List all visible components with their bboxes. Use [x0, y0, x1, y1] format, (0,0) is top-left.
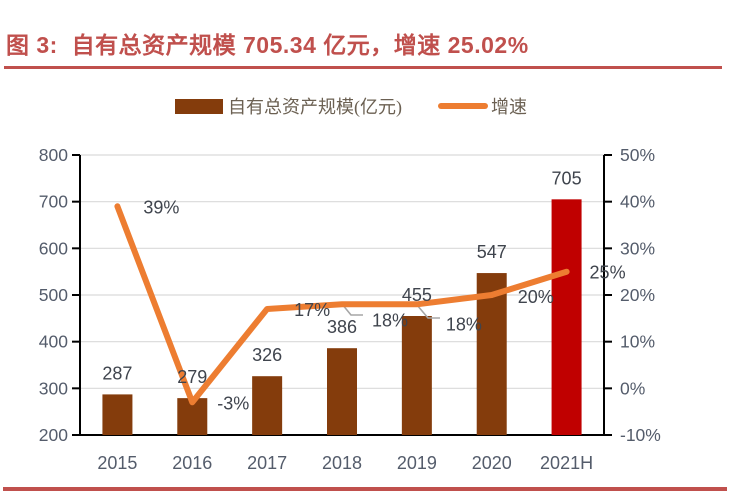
x-axis-label-2021H: 2021H — [540, 453, 593, 473]
figure-title: 图 3: 自有总资产规模 705.34 亿元，增速 25.02% — [6, 32, 529, 58]
figure-bottom-rule — [3, 487, 727, 491]
bar-2020 — [476, 273, 507, 435]
left-axis-tick-label: 700 — [39, 192, 68, 212]
bar-2017 — [252, 376, 283, 435]
pct-label-2015: 39% — [143, 197, 179, 217]
label-leader-line — [416, 304, 440, 319]
left-axis-tick-label: 500 — [39, 285, 68, 305]
bar-label-2021H: 705 — [552, 168, 582, 188]
x-axis-label-2020: 2020 — [472, 453, 512, 473]
right-axis-tick-label: -10% — [620, 425, 661, 445]
right-axis-tick-label: 10% — [620, 332, 655, 352]
left-axis-tick-label: 300 — [39, 378, 68, 398]
bar-2018 — [327, 348, 357, 435]
bar-label-2020: 547 — [477, 242, 507, 262]
pct-label-2020: 20% — [518, 287, 554, 307]
right-axis-tick-label: 0% — [620, 378, 645, 398]
left-axis-tick-label: 800 — [39, 145, 68, 165]
x-axis-label-2016: 2016 — [172, 453, 212, 473]
bar-label-2015: 287 — [102, 363, 132, 383]
right-axis-tick-label: 50% — [620, 145, 655, 165]
x-axis-label-2019: 2019 — [397, 453, 437, 473]
bar-label-2018: 386 — [327, 317, 357, 337]
right-axis-tick-label: 40% — [620, 192, 655, 212]
right-axis-tick-label: 30% — [620, 238, 655, 258]
x-axis-label-2017: 2017 — [247, 453, 287, 473]
bar-label-2019: 455 — [402, 285, 432, 305]
bar-series-swatch — [175, 98, 223, 114]
growth-line — [114, 203, 570, 406]
legend-item-line-series: 增速 — [412, 93, 527, 119]
left-axis-tick-label: 600 — [39, 238, 68, 258]
legend-label-bar-series: 自有总资产规模(亿元) — [228, 97, 402, 117]
bar-2019 — [401, 316, 432, 435]
pct-label-2016: -3% — [217, 393, 249, 413]
legend-label-line-series: 增速 — [491, 97, 527, 117]
right-axis-tick-label: 20% — [620, 285, 655, 305]
title-underline — [4, 66, 722, 69]
x-axis-label-2018: 2018 — [322, 453, 362, 473]
legend-item-bar-series: 自有总资产规模(亿元) — [175, 93, 402, 119]
pct-label-2018: 18% — [372, 310, 408, 330]
left-axis-tick-label: 200 — [39, 425, 68, 445]
pct-label-2021H: 25% — [590, 263, 626, 283]
bar-label-2017: 326 — [252, 345, 282, 365]
left-axis-tick-label: 400 — [39, 332, 68, 352]
x-axis-label-2015: 2015 — [97, 453, 137, 473]
chart-area: 200 -10% 300 0% 400 10% 500 20% 600 30% 700 40% 800 5… — [0, 130, 730, 480]
bar-2015 — [102, 394, 133, 435]
line-series-swatch — [438, 103, 488, 109]
bar-2021H — [551, 199, 582, 435]
combo-chart-svg: 200 -10% 300 0% 400 10% 500 20% 600 30% 700 40% 800 5… — [39, 145, 661, 473]
pct-label-2017: 17% — [294, 300, 330, 320]
chart-legend: 自有总资产规模(亿元) 增速 — [0, 93, 716, 119]
bar-label-2016: 279 — [177, 367, 207, 387]
label-leader-line — [341, 303, 363, 316]
pct-label-2019: 18% — [446, 314, 482, 334]
